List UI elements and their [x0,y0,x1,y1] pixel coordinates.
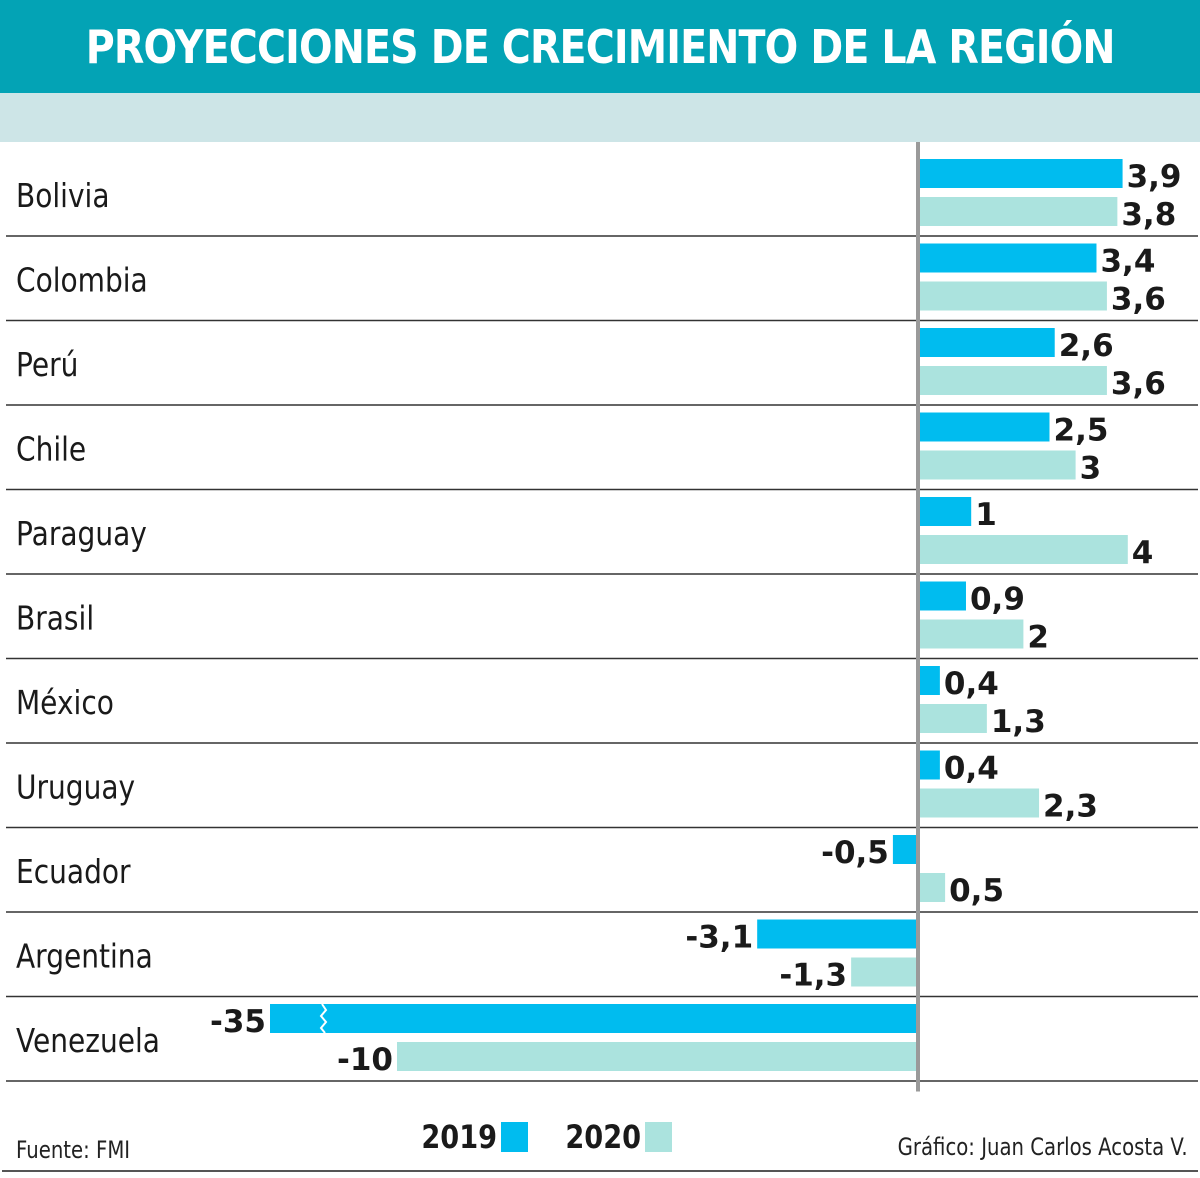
bar-2020-paraguay [919,535,1128,564]
credit-note: Gráfico: Juan Carlos Acosta V. [898,1133,1188,1161]
bar-2020-méxico [919,704,987,733]
value-label-2019: 3,9 [1127,159,1182,195]
value-label-2019: 0,4 [944,666,999,702]
title-bar: PROYECCIONES DE CRECIMIENTO DE LA REGIÓN [0,0,1200,93]
bar-2019-paraguay [919,497,972,526]
legend-swatch-2020 [645,1122,673,1152]
bar-2020-ecuador [919,873,946,902]
bar-2019-uruguay [919,750,940,780]
country-label: Brasil [16,600,94,638]
country-label: Uruguay [16,769,135,807]
value-label-2020: -10 [337,1042,393,1078]
value-label-2020: 3,8 [1121,197,1176,233]
value-label-2019: 2,5 [1054,413,1109,449]
country-label: Venezuela [16,1023,160,1061]
country-label: Bolivia [16,178,110,216]
bar-2019-méxico [919,666,940,695]
value-label-2020: 2 [1027,620,1049,656]
value-label-2020: 0,5 [949,873,1004,909]
legend-swatch-2019 [501,1122,529,1152]
bar-2019-chile [919,412,1050,442]
bar-2020-bolivia [919,197,1118,226]
bar-2019-colombia [919,243,1097,273]
value-label-2020: 3,6 [1111,282,1166,318]
bar-2020-argentina [851,957,919,987]
bar-2020-venezuela [397,1042,919,1071]
country-label: Colombia [16,262,148,300]
bar-2019-venezuela [270,1004,919,1033]
bar-2020-colombia [919,281,1107,311]
value-label-2019: 3,4 [1100,244,1155,280]
value-label-2019: 0,9 [970,582,1025,618]
bar-2019-brasil [919,581,966,611]
source-note: Fuente: FMI [16,1136,131,1164]
value-label-2020: 4 [1132,535,1154,571]
value-label-2020: 3 [1080,451,1102,487]
legend-item-2019: 2019 [408,1118,529,1156]
axis-break-mark [319,1003,328,1034]
bottom-rule [2,1170,1198,1172]
value-label-2020: 2,3 [1043,789,1098,825]
value-label-2019: -35 [210,1004,266,1040]
bar-2020-brasil [919,619,1024,649]
value-label-2020: 1,3 [991,704,1046,740]
country-label: Paraguay [16,516,147,554]
bar-chart: Bolivia3,93,8Colombia3,43,6Perú2,63,6Chi… [6,142,1198,1092]
bar-2019-bolivia [919,159,1123,188]
country-label: Perú [16,347,78,385]
value-label-2019: -0,5 [821,835,889,871]
bar-2019-ecuador [892,835,919,864]
legend-item-2020: 2020 [552,1118,673,1156]
subtitle-band [0,93,1200,142]
country-label: México [16,685,114,723]
value-label-2020: -1,3 [779,958,847,994]
legend-label-2020: 2020 [565,1118,642,1156]
value-label-2019: 2,6 [1059,328,1114,364]
bar-2020-perú [919,366,1107,395]
legend-label-2019: 2019 [421,1118,498,1156]
country-label: Argentina [16,938,153,976]
bar-2019-perú [919,328,1055,357]
value-label-2019: 0,4 [944,751,999,787]
bar-2020-uruguay [919,788,1040,818]
value-label-2020: 3,6 [1111,366,1166,402]
value-label-2019: -3,1 [685,920,753,956]
country-label: Chile [16,431,86,469]
country-label: Ecuador [16,854,131,892]
chart-title: PROYECCIONES DE CRECIMIENTO DE LA REGIÓN [85,19,1116,74]
legend: 2019 2020 [408,1118,696,1156]
bar-2019-argentina [757,919,919,949]
bar-2020-chile [919,450,1076,480]
value-label-2019: 1 [975,497,997,533]
